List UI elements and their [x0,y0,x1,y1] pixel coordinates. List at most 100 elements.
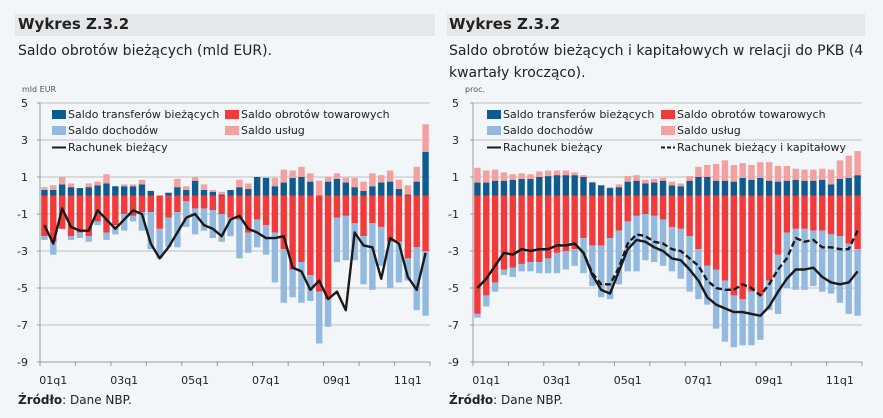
bar-services [845,155,852,178]
legend-swatch-services [661,126,675,135]
bar-transfers [810,180,817,196]
y-tick-label: -7 [448,319,459,332]
left-source: Źródło: Dane NBP. [18,393,132,407]
bar-services [67,183,75,188]
bar-transfers [527,178,534,196]
bar-services [422,124,429,153]
x-tick-label: 05q1 [181,374,209,387]
bar-goods [236,195,243,220]
bar-income [324,299,332,327]
bar-goods [138,195,146,213]
bar-transfers [395,189,403,196]
bar-income [695,249,702,300]
bar-goods [695,195,702,250]
legend-swatch-transfers [52,110,66,119]
bar-transfers [580,177,587,196]
bar-goods [836,195,844,237]
bar-goods [76,195,84,233]
bar-services [138,179,146,185]
bar-services [792,168,799,180]
bar-services [527,174,534,179]
bar-services [191,177,199,181]
bar-income [491,282,499,292]
bar-income [615,230,623,285]
bar-services [183,186,190,190]
bar-goods [183,195,190,202]
bar-goods [307,195,314,276]
legend-swatch-income [487,126,501,135]
bar-transfers [200,189,208,196]
bar-goods [360,195,367,237]
bar-services [245,183,252,190]
bar-goods [712,195,720,270]
bar-goods [704,195,711,266]
x-tick-label: 09q1 [323,374,351,387]
right-chart-number: Wykres Z.3.2 [449,15,561,33]
bar-transfers [41,189,48,196]
bar-income [792,228,799,290]
y-tick-label: 3 [452,134,459,147]
bar-goods [730,195,737,296]
bar-goods [85,195,92,237]
bar-services [721,160,729,181]
bar-transfers [138,184,146,196]
bar-goods [298,195,305,263]
bar-services [41,187,48,190]
bar-income [138,212,146,231]
bar-goods [369,195,376,224]
bar-services [333,173,341,179]
bar-income [739,299,746,346]
bar-income [633,215,640,272]
bar-services [218,191,225,195]
y-axis-unit-label: proc. [465,85,485,94]
bar-transfers [765,180,773,196]
bar-goods [474,195,481,314]
legend-label: Saldo transferów bieżących [503,108,654,121]
bar-income [41,236,48,240]
legend-swatch-goods [661,110,675,119]
left-chart-title: Saldo obrotów bieżących (mld EUR). [18,43,273,59]
bar-services [474,167,481,183]
bar-goods [289,195,296,270]
bar-transfers [307,181,314,196]
bar-services [518,173,525,179]
bar-transfers [518,178,525,196]
bar-services [536,171,543,177]
bar-services [615,184,623,188]
bar-income [712,269,720,329]
bar-services [544,170,552,177]
bar-services [386,170,394,182]
bar-transfers [422,152,429,196]
bar-transfers [218,194,225,196]
bar-services [395,179,403,190]
bar-goods [739,195,746,300]
bar-income [730,295,737,348]
bar-transfers [562,175,570,196]
bar-transfers [668,185,676,196]
bar-services [369,173,376,187]
series-line-line [43,207,427,312]
y-tick-label: 1 [21,171,28,184]
bar-income [606,238,614,300]
bar-goods [191,195,199,209]
bar-transfers [606,188,614,196]
bar-income [378,226,385,266]
bar-services [836,160,844,179]
bar-transfers [50,189,57,196]
bar-services [659,177,667,181]
bar-services [236,179,243,188]
bar-services [668,181,676,186]
bar-goods [527,195,534,263]
bar-goods [218,195,225,214]
bar-services [316,180,323,196]
bar-services [378,175,385,183]
x-tick-label: 07q1 [252,374,280,387]
bar-transfers [183,189,190,196]
bar-transfers [686,180,693,196]
left-chart: mld EUR 5 3 1 -1 -3 -5 -7 -9 01q1 03q1 05q1 07q1 09q1… [17,85,431,387]
bar-income [810,230,817,287]
bar-goods [147,195,154,213]
bar-transfers [712,180,720,196]
bar-services [307,173,314,182]
bar-goods [536,195,543,263]
